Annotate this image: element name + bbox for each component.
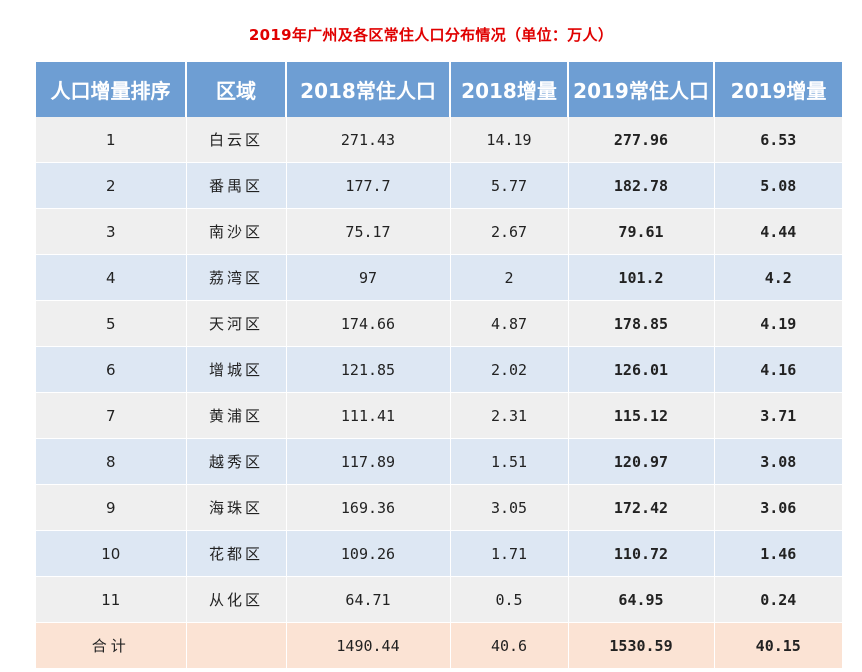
cell-district: 黄浦区 (185, 392, 286, 439)
cell-pop-2019: 126.01 (567, 346, 714, 393)
cell-pop-2019: 115.12 (567, 392, 714, 439)
cell-rank: 1 (36, 117, 186, 163)
cell-increase-2019: 4.2 (713, 254, 842, 301)
cell-pop-2018: 111.41 (285, 392, 450, 439)
table-row: 4 荔湾区 97 2 101.2 4.2 (36, 254, 842, 301)
cell-rank: 6 (36, 346, 186, 393)
cell-district: 海珠区 (185, 484, 286, 531)
cell-increase-2019: 3.71 (713, 392, 842, 439)
header-increase-2018: 2018增量 (449, 62, 568, 117)
cell-increase-2019: 3.06 (713, 484, 842, 531)
cell-increase-2019: 1.46 (713, 530, 842, 577)
cell-pop-2018: 117.89 (285, 438, 450, 485)
cell-increase-2018: 5.77 (449, 162, 568, 209)
cell-pop-2018: 174.66 (285, 300, 450, 347)
cell-pop-2019: 110.72 (567, 530, 714, 577)
cell-pop-2018: 97 (285, 254, 450, 301)
cell-increase-2019: 6.53 (713, 117, 842, 163)
cell-district: 白云区 (185, 117, 286, 163)
cell-increase-2019: 4.19 (713, 300, 842, 347)
cell-total-pop-2019: 1530.59 (567, 622, 714, 669)
cell-district: 越秀区 (185, 438, 286, 485)
cell-increase-2018: 4.87 (449, 300, 568, 347)
population-table: 人口增量排序 区域 2018常住人口 2018增量 2019常住人口 2019增… (36, 62, 842, 669)
table-row: 6 增城区 121.85 2.02 126.01 4.16 (36, 346, 842, 393)
cell-pop-2019: 101.2 (567, 254, 714, 301)
cell-increase-2019: 3.08 (713, 438, 842, 485)
cell-pop-2019: 64.95 (567, 576, 714, 623)
cell-pop-2019: 120.97 (567, 438, 714, 485)
cell-increase-2018: 2.02 (449, 346, 568, 393)
cell-pop-2018: 121.85 (285, 346, 450, 393)
table-row: 10 花都区 109.26 1.71 110.72 1.46 (36, 530, 842, 577)
cell-increase-2018: 2 (449, 254, 568, 301)
cell-increase-2019: 5.08 (713, 162, 842, 209)
cell-district: 从化区 (185, 576, 286, 623)
table-row: 7 黄浦区 111.41 2.31 115.12 3.71 (36, 392, 842, 439)
table-row: 3 南沙区 75.17 2.67 79.61 4.44 (36, 208, 842, 255)
cell-pop-2018: 169.36 (285, 484, 450, 531)
cell-rank: 4 (36, 254, 186, 301)
cell-rank: 3 (36, 208, 186, 255)
cell-district: 番禺区 (185, 162, 286, 209)
cell-rank: 5 (36, 300, 186, 347)
cell-rank: 11 (36, 576, 186, 623)
cell-pop-2018: 177.7 (285, 162, 450, 209)
header-pop-2018: 2018常住人口 (285, 62, 450, 117)
table-row: 8 越秀区 117.89 1.51 120.97 3.08 (36, 438, 842, 485)
cell-increase-2018: 2.67 (449, 208, 568, 255)
cell-pop-2019: 79.61 (567, 208, 714, 255)
cell-pop-2019: 277.96 (567, 117, 714, 163)
cell-pop-2018: 64.71 (285, 576, 450, 623)
cell-rank: 7 (36, 392, 186, 439)
cell-rank: 10 (36, 530, 186, 577)
cell-pop-2018: 109.26 (285, 530, 450, 577)
cell-pop-2018: 271.43 (285, 117, 450, 163)
cell-pop-2019: 178.85 (567, 300, 714, 347)
table-row: 9 海珠区 169.36 3.05 172.42 3.06 (36, 484, 842, 531)
table-header-row: 人口增量排序 区域 2018常住人口 2018增量 2019常住人口 2019增… (36, 62, 842, 117)
cell-district: 天河区 (185, 300, 286, 347)
cell-rank: 2 (36, 162, 186, 209)
cell-total-increase-2019: 40.15 (713, 622, 842, 669)
header-district: 区域 (185, 62, 286, 117)
cell-district: 南沙区 (185, 208, 286, 255)
table-row: 2 番禺区 177.7 5.77 182.78 5.08 (36, 162, 842, 209)
table-row: 5 天河区 174.66 4.87 178.85 4.19 (36, 300, 842, 347)
cell-district: 花都区 (185, 530, 286, 577)
cell-total-increase-2018: 40.6 (449, 622, 568, 669)
cell-district: 荔湾区 (185, 254, 286, 301)
cell-total-pop-2018: 1490.44 (285, 622, 450, 669)
cell-increase-2018: 3.05 (449, 484, 568, 531)
cell-increase-2018: 14.19 (449, 117, 568, 163)
cell-rank: 8 (36, 438, 186, 485)
cell-pop-2018: 75.17 (285, 208, 450, 255)
table-row: 1 白云区 271.43 14.19 277.96 6.53 (36, 117, 842, 163)
header-pop-2019: 2019常住人口 (567, 62, 714, 117)
page-title: 2019年广州及各区常住人口分布情况（单位：万人） (248, 26, 614, 44)
cell-pop-2019: 182.78 (567, 162, 714, 209)
total-row: 合计 1490.44 40.6 1530.59 40.15 (36, 622, 842, 669)
cell-increase-2018: 1.71 (449, 530, 568, 577)
table-row: 11 从化区 64.71 0.5 64.95 0.24 (36, 576, 842, 623)
cell-increase-2019: 0.24 (713, 576, 842, 623)
header-increase-2019: 2019增量 (713, 62, 842, 117)
cell-total-label: 合计 (36, 622, 186, 669)
cell-district: 增城区 (185, 346, 286, 393)
cell-increase-2018: 0.5 (449, 576, 568, 623)
cell-pop-2019: 172.42 (567, 484, 714, 531)
cell-rank: 9 (36, 484, 186, 531)
cell-total-district (185, 622, 286, 669)
cell-increase-2019: 4.44 (713, 208, 842, 255)
cell-increase-2018: 2.31 (449, 392, 568, 439)
header-rank: 人口增量排序 (36, 62, 186, 117)
cell-increase-2019: 4.16 (713, 346, 842, 393)
cell-increase-2018: 1.51 (449, 438, 568, 485)
